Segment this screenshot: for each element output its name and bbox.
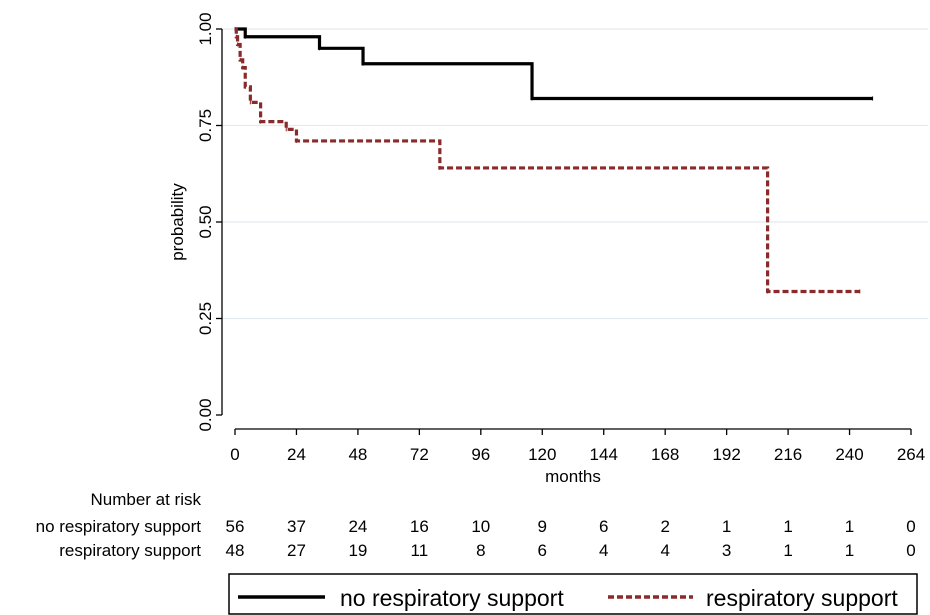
x-tick-label: 96 — [471, 445, 490, 464]
risk-value: 4 — [660, 541, 669, 560]
series-line-no-respiratory-support — [235, 27, 873, 101]
x-tick-label: 48 — [348, 445, 367, 464]
x-tick-label: 24 — [287, 445, 306, 464]
risk-row-label: no respiratory support — [36, 517, 202, 536]
risk-value: 6 — [599, 517, 608, 536]
risk-value: 6 — [538, 541, 547, 560]
x-tick-label: 216 — [774, 445, 802, 464]
risk-value: 16 — [410, 517, 429, 536]
y-axis-label: probability — [168, 183, 187, 261]
risk-value: 48 — [226, 541, 245, 560]
x-tick-label: 240 — [835, 445, 863, 464]
risk-value: 0 — [906, 517, 915, 536]
legend: no respiratory support respiratory suppo… — [228, 573, 918, 615]
x-tick-label: 0 — [230, 445, 239, 464]
risk-value: 19 — [348, 541, 367, 560]
x-tick-label: 144 — [590, 445, 618, 464]
risk-value: 37 — [287, 517, 306, 536]
y-tick-label: 0.25 — [196, 302, 215, 335]
x-tick-label: 168 — [651, 445, 679, 464]
risk-value: 24 — [348, 517, 367, 536]
legend-box — [228, 573, 918, 615]
risk-value: 27 — [287, 541, 306, 560]
grid-lines — [222, 28, 928, 320]
x-axis-label: months — [545, 467, 601, 486]
risk-value: 1 — [783, 541, 792, 560]
risk-table: Number at risk no respiratory support 56 3… — [36, 490, 916, 560]
risk-value: 56 — [226, 517, 245, 536]
x-tick-label: 120 — [528, 445, 556, 464]
risk-value: 2 — [660, 517, 669, 536]
series-line-respiratory-support — [234, 27, 860, 294]
y-tick-label: 1.00 — [196, 12, 215, 45]
risk-value: 4 — [599, 541, 608, 560]
risk-value: 0 — [906, 541, 915, 560]
risk-value: 1 — [783, 517, 792, 536]
y-tick-label: 0.00 — [196, 398, 215, 431]
x-tick-label: 72 — [410, 445, 429, 464]
legend-label-respiratory-support: respiratory support — [706, 585, 898, 611]
y-tick-label: 0.75 — [196, 109, 215, 142]
y-tick-label: 0.50 — [196, 205, 215, 238]
risk-value: 3 — [722, 541, 731, 560]
risk-value: 1 — [845, 517, 854, 536]
risk-value: 10 — [471, 517, 490, 536]
risk-value: 9 — [538, 517, 547, 536]
risk-value: 8 — [476, 541, 485, 560]
risk-value: 1 — [845, 541, 854, 560]
x-tick-label: 264 — [897, 445, 925, 464]
x-tick-label: 192 — [712, 445, 740, 464]
series-lines — [234, 27, 874, 294]
risk-value: 11 — [411, 541, 429, 560]
risk-row-label: respiratory support — [59, 541, 201, 560]
axes: 0.00 0.25 0.50 0.75 1.00 0 24 48 72 96 120 144 168 19… — [196, 12, 925, 464]
legend-label-no-respiratory-support: no respiratory support — [340, 585, 564, 611]
risk-value: 1 — [722, 517, 731, 536]
risk-table-header: Number at risk — [90, 490, 201, 509]
